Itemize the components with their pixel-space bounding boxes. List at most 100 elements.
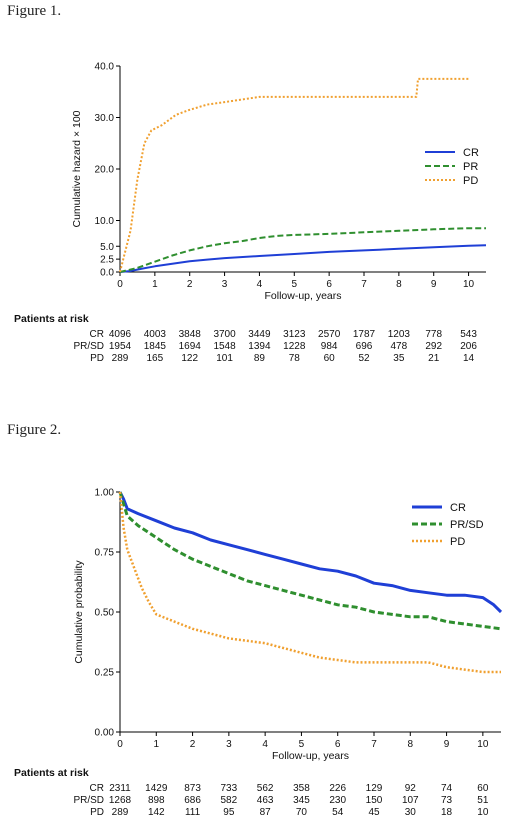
y-tick-label: 30.0 [95,113,115,124]
risk-cell: 1203 [388,329,411,340]
risk-cell: 92 [405,783,417,794]
y-tick-label: 0.0 [100,268,114,279]
y-tick-label: 2.5 [100,255,114,266]
x-tick-label: 10 [463,279,475,290]
risk-cell: 2311 [109,783,131,794]
y-tick-label: 0.75 [95,548,115,559]
risk-row-label: PR/SD [73,341,104,352]
risk-cell: 230 [329,795,346,806]
x-tick-label: 5 [292,279,298,290]
risk-row-label: PD [90,807,104,818]
risk-cell: 1429 [145,783,168,794]
x-tick-label: 6 [326,279,332,290]
risk-cell: 52 [358,353,370,364]
risk-cell: 10 [477,807,489,818]
y-tick-label: 10.0 [95,216,115,227]
risk-cell: 733 [221,783,238,794]
y-tick-label: 20.0 [95,165,115,176]
x-tick-label: 6 [335,739,341,750]
risk-cell: 1394 [248,341,271,352]
risk-cell: 60 [324,353,336,364]
y-tick-label: 0.50 [95,608,115,619]
x-axis-label: Follow-up, years [264,290,341,302]
risk-table-title: Patients at risk [14,767,89,779]
x-tick-label: 2 [190,739,196,750]
risk-cell: 984 [321,341,338,352]
y-axis-label: Cumulative probability [73,560,85,664]
risk-cell: 3848 [179,329,202,340]
x-tick-label: 1 [154,739,160,750]
risk-row-label: CR [90,329,104,340]
legend-label: PR/SD [450,519,484,531]
y-tick-label: 1.00 [95,488,115,499]
figure-1-title: Figure 1. [7,3,62,19]
x-tick-label: 2 [187,279,193,290]
risk-cell: 873 [184,783,201,794]
series-line-pr [119,227,486,273]
figure-2-title: Figure 2. [7,422,62,438]
risk-cell: 226 [329,783,346,794]
risk-cell: 1228 [283,341,306,352]
x-tick-label: 7 [371,739,377,750]
risk-cell: 345 [293,795,310,806]
x-tick-label: 0 [117,279,123,290]
risk-cell: 73 [441,795,453,806]
risk-cell: 122 [181,353,198,364]
x-tick-label: 4 [262,739,268,750]
risk-cell: 95 [223,807,235,818]
risk-cell: 142 [148,807,165,818]
risk-cell: 543 [460,329,477,340]
risk-cell: 898 [148,795,165,806]
x-tick-label: 10 [477,739,489,750]
legend-label: CR [450,502,466,514]
series-line-pd [118,491,501,674]
figure-2-chart: 0.000.250.500.751.000 1 2 3 4 5 6 7 8 9 10Follow-u… [14,488,503,818]
risk-cell: 87 [260,807,272,818]
figure-1-chart: 0.02.55.010.020.030.040.00 1 2 3 4 5 6 7 8 9 10Fol… [14,62,487,364]
risk-cell: 101 [216,353,233,364]
risk-cell: 78 [289,353,301,364]
x-tick-label: 9 [444,739,450,750]
risk-cell: 30 [405,807,417,818]
x-tick-label: 5 [299,739,305,750]
risk-cell: 1845 [144,341,167,352]
y-tick-label: 0.25 [95,668,115,679]
x-tick-label: 7 [361,279,367,290]
risk-cell: 150 [366,795,383,806]
risk-cell: 51 [477,795,489,806]
risk-cell: 60 [477,783,489,794]
risk-cell: 478 [391,341,408,352]
risk-cell: 165 [147,353,164,364]
x-tick-label: 3 [226,739,232,750]
risk-cell: 14 [463,353,475,364]
legend-label: CR [463,147,479,159]
risk-cell: 2570 [318,329,341,340]
x-tick-label: 1 [152,279,158,290]
x-axis-label: Follow-up, years [272,750,349,762]
legend-label: PD [450,536,465,548]
risk-cell: 3700 [213,329,236,340]
x-tick-label: 8 [408,739,414,750]
risk-cell: 463 [257,795,274,806]
x-tick-label: 9 [431,279,437,290]
risk-cell: 18 [441,807,453,818]
risk-cell: 35 [393,353,405,364]
series-line-pd [119,77,469,273]
risk-cell: 206 [460,341,477,352]
x-tick-label: 0 [117,739,123,750]
risk-cell: 107 [402,795,419,806]
risk-cell: 696 [356,341,373,352]
x-tick-label: 4 [257,279,263,290]
risk-cell: 129 [366,783,383,794]
legend-label: PD [463,175,478,187]
risk-cell: 21 [428,353,440,364]
risk-row-label: PD [90,353,104,364]
risk-cell: 1694 [179,341,202,352]
y-tick-label: 0.00 [95,728,115,739]
risk-cell: 54 [332,807,344,818]
risk-table-title: Patients at risk [14,313,89,325]
risk-cell: 3123 [283,329,306,340]
risk-row-label: PR/SD [73,795,104,806]
x-tick-label: 8 [396,279,402,290]
y-axis-label: Cumulative hazard × 100 [71,110,83,227]
